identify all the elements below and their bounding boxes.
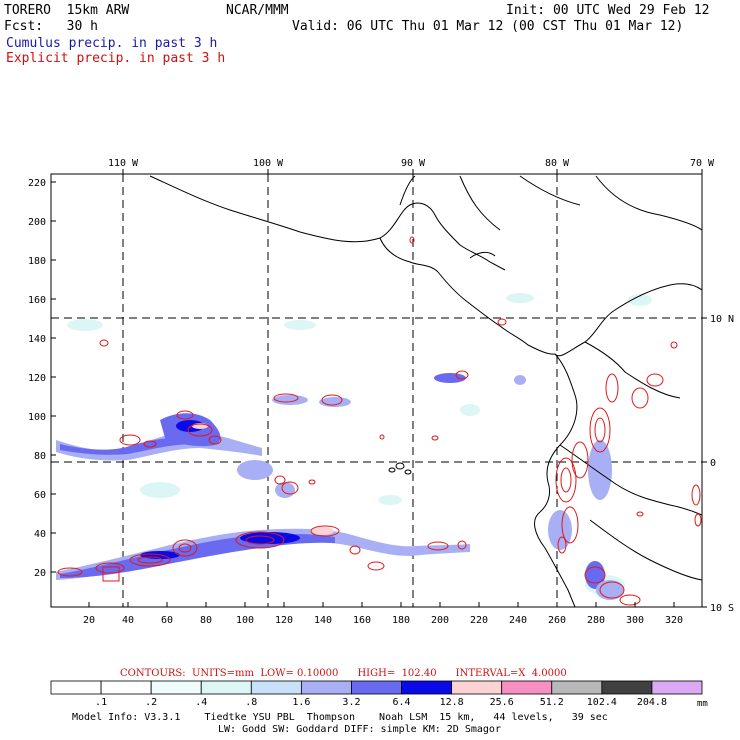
y-tick-label: 80 (34, 451, 46, 462)
colorbar-cell (200, 680, 252, 695)
colorbar-level-label: 1.6 (292, 697, 310, 708)
lon-label: 100 W (253, 158, 284, 169)
model-info-line2: LW: Godd SW: Goddard DIFF: simple KM: 2D… (218, 724, 501, 735)
institution-label: NCAR/MMM (226, 3, 289, 18)
valid-time: Valid: 06 UTC Thu 01 Mar 12 (00 CST Thu … (292, 19, 684, 34)
colorbar-cell (50, 680, 102, 695)
lat-label: 0 (710, 458, 716, 469)
plot-frame (50, 173, 703, 608)
forecast-hour: Fcst: 30 h (4, 19, 98, 34)
x-tick-label: 220 (470, 615, 488, 626)
colorbar-cell (250, 680, 302, 695)
x-tick-label: 200 (431, 615, 449, 626)
axis-ticks (51, 169, 707, 608)
lat-label: 10 N (710, 314, 734, 325)
colorbar-level-label: 25.6 (490, 697, 514, 708)
y-tick-label: 220 (28, 178, 46, 189)
x-tick-label: 40 (122, 615, 134, 626)
contour-info: CONTOURS: UNITS=mm LOW= 0.10000 HIGH= 10… (120, 668, 567, 679)
y-tick-label: 140 (28, 334, 46, 345)
explicit-legend-label: Explicit precip. in past 3 h (6, 51, 226, 66)
colorbar-level-label: 6.4 (393, 697, 411, 708)
y-tick-label: 160 (28, 295, 46, 306)
colorbar-level-label: .2 (145, 697, 157, 708)
top-lon-labels: 110 W 100 W 90 W 80 W 70 W (108, 158, 715, 169)
colorbar-level-label: .8 (245, 697, 257, 708)
y-tick-label: 120 (28, 373, 46, 384)
colorbar-cell (451, 680, 503, 695)
x-tick-label: 120 (275, 615, 293, 626)
colorbar-level-label: 51.2 (540, 697, 564, 708)
colorbar-level-label: .1 (95, 697, 107, 708)
y-tick-label: 20 (34, 568, 46, 579)
y-tick-label: 40 (34, 529, 46, 540)
colorbar-level-label: 3.2 (342, 697, 360, 708)
x-tick-label: 180 (392, 615, 410, 626)
right-lat-labels: 10 N 0 10 S (710, 314, 734, 614)
x-tick-label: 280 (587, 615, 605, 626)
y-axis-labels: 220 200 180 160 140 120 100 80 60 40 20 (28, 178, 46, 579)
x-tick-label: 20 (83, 615, 95, 626)
lon-label: 80 W (545, 158, 570, 169)
explicit-precip-contours (57, 236, 702, 606)
x-tick-label: 240 (509, 615, 527, 626)
y-tick-label: 200 (28, 217, 46, 228)
lat-label: 10 S (710, 603, 734, 614)
colorbar-level-label: 102.4 (587, 697, 617, 708)
latlon-grid (51, 174, 702, 607)
colorbar: .1.2.4.8 1.6 3.2 6.4 12.8 25.6 51.2 102.4 204.8 … (50, 680, 708, 709)
colorbar-cell (401, 680, 453, 695)
model-title: TORERO 15km ARW (4, 3, 130, 18)
colorbar-level-label: 204.8 (637, 697, 667, 708)
lon-label: 70 W (690, 158, 715, 169)
colorbar-level-label: 12.8 (440, 697, 464, 708)
colorbar-cell (300, 680, 352, 695)
init-time: Init: 00 UTC Wed 29 Feb 12 (506, 3, 710, 18)
x-tick-label: 140 (314, 615, 332, 626)
colorbar-unit: mm (697, 699, 708, 709)
colorbar-cell (601, 680, 653, 695)
colorbar-cell (150, 680, 202, 695)
colorbar-cell (651, 680, 703, 695)
y-tick-label: 60 (34, 490, 46, 501)
x-tick-label: 320 (665, 615, 683, 626)
colorbar-level-label: .4 (195, 697, 207, 708)
x-tick-label: 260 (548, 615, 566, 626)
x-tick-label: 60 (161, 615, 173, 626)
colorbar-cell (100, 680, 152, 695)
colorbar-cell (501, 680, 553, 695)
model-info-line1: Model Info: V3.3.1 Tiedtke YSU PBL Thomp… (72, 712, 608, 723)
lon-label: 90 W (401, 158, 426, 169)
x-tick-label: 160 (353, 615, 371, 626)
cumulus-legend-label: Cumulus precip. in past 3 h (6, 36, 218, 51)
x-tick-label: 100 (236, 615, 254, 626)
y-tick-label: 100 (28, 412, 46, 423)
x-tick-label: 80 (200, 615, 212, 626)
y-tick-label: 180 (28, 256, 46, 267)
x-tick-label: 300 (626, 615, 644, 626)
lon-label: 110 W (108, 158, 139, 169)
x-axis-labels: 20 40 60 80 100 120 140 160 180 200 220 … (83, 615, 683, 626)
colorbar-cell (551, 680, 603, 695)
colorbar-cell (351, 680, 402, 695)
coastlines (149, 175, 703, 608)
